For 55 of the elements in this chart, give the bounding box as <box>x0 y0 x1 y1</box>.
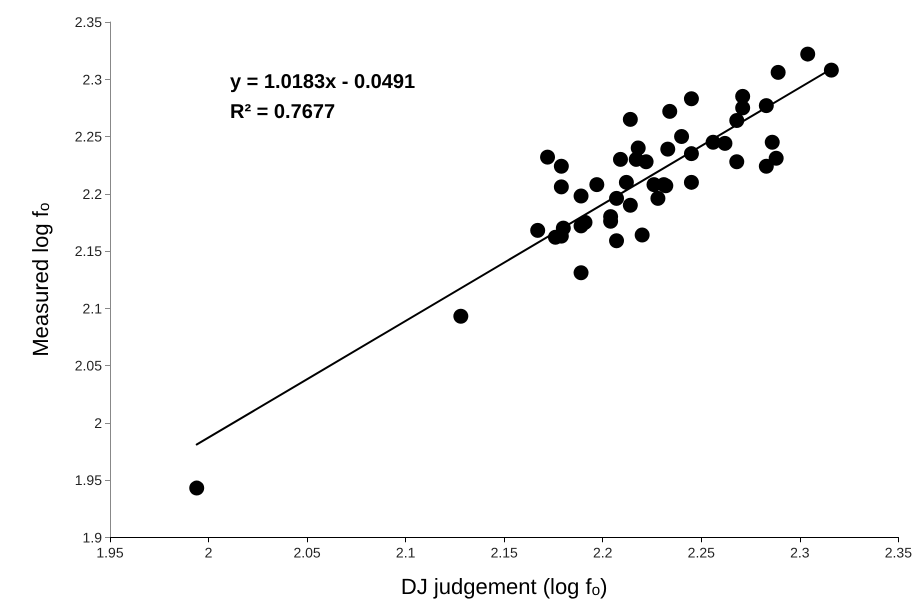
x-tick-label: 2 <box>204 544 213 560</box>
point <box>638 154 654 170</box>
y-tick-label: 2.2 <box>82 186 102 202</box>
point <box>717 136 732 151</box>
annotation: y = 1.0183x - 0.0491 <box>230 71 416 93</box>
x-tick-label: 2.05 <box>293 544 321 560</box>
point <box>800 46 816 62</box>
y-tick-label: 2.25 <box>74 128 102 145</box>
point <box>768 150 784 166</box>
point <box>684 174 699 190</box>
point <box>634 227 650 242</box>
y-tick-label: 2.1 <box>82 300 102 316</box>
y-tick-label: 2.05 <box>74 358 102 374</box>
point <box>574 265 589 280</box>
x-tick-label: 2.3 <box>790 544 810 560</box>
x-tick-label: 2.35 <box>884 544 912 560</box>
point <box>660 142 676 157</box>
point <box>453 308 468 324</box>
x-tick-label: 2.2 <box>593 544 613 560</box>
point <box>735 88 750 104</box>
point <box>729 154 744 170</box>
point <box>630 140 646 156</box>
point <box>758 158 774 174</box>
point <box>554 179 569 194</box>
y-tick-label: 2.35 <box>74 14 102 30</box>
y-axis-title: Measured log fo <box>28 202 54 357</box>
point <box>189 480 204 496</box>
point <box>530 222 546 238</box>
y-tick-label: 1.9 <box>82 529 102 546</box>
point <box>662 104 678 119</box>
point <box>578 214 592 230</box>
point <box>618 174 634 190</box>
y-tick-label: 2.15 <box>74 243 102 260</box>
point <box>684 91 699 106</box>
point <box>540 150 556 165</box>
point <box>674 129 690 144</box>
y-tick-label: 2.3 <box>82 71 102 88</box>
point <box>554 158 569 174</box>
x-tick-label: 2.25 <box>688 544 716 560</box>
y-tick-label: 1.95 <box>74 472 102 488</box>
point <box>650 190 666 206</box>
x-axis-title: DJ judgement (log fo) <box>400 574 608 600</box>
annotation: R² = 0.7677 <box>230 101 336 123</box>
point <box>574 188 589 204</box>
point <box>622 198 638 213</box>
y-tick-label: 2 <box>94 414 102 431</box>
x-tick-label: 1.95 <box>96 544 124 560</box>
point <box>770 64 786 80</box>
point <box>609 233 624 248</box>
point <box>764 134 780 150</box>
x-tick-label: 2.1 <box>396 544 416 560</box>
point <box>589 177 604 192</box>
x-tick-label: 2.15 <box>490 544 518 560</box>
point <box>622 112 638 127</box>
point <box>612 152 628 167</box>
